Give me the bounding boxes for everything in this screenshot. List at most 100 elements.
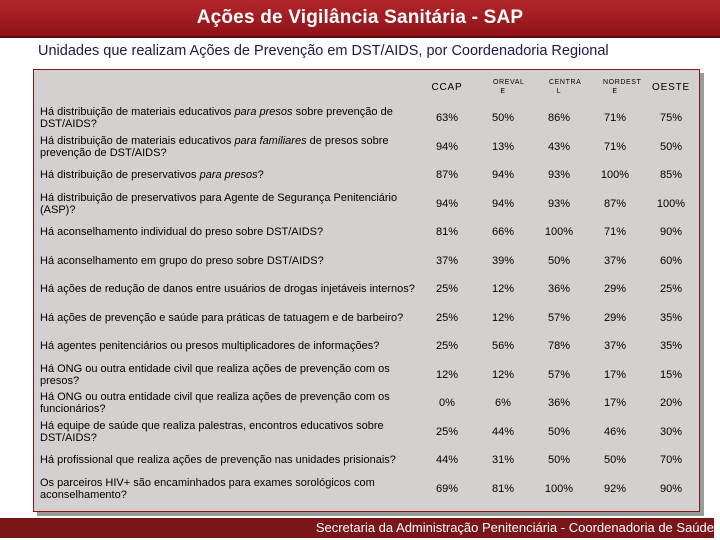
question-text: Há ações de prevenção e saúde para práti… xyxy=(40,311,404,324)
question-cell: Há aconselhamento em grupo do preso sobr… xyxy=(34,247,419,276)
value-cell: 71% xyxy=(603,112,627,125)
question-cell: Os parceiros HIV+ são encaminhados para … xyxy=(34,475,419,504)
footer-credit: Secretaria da Administração Penitenciári… xyxy=(0,518,714,538)
value-cell: 50% xyxy=(547,254,571,267)
value-cell: 25% xyxy=(435,311,459,324)
value-cell: 46% xyxy=(603,425,627,438)
value-cell: 57% xyxy=(547,368,571,381)
value-cell: 30% xyxy=(659,425,683,438)
question-text-end: ? xyxy=(257,169,264,182)
question-emphasis: para presos xyxy=(199,169,258,182)
question-cell: Há ONG ou outra entidade civil que reali… xyxy=(34,361,419,390)
question-cell: Há distribuição de materiais educativos … xyxy=(34,104,419,133)
value-cell: 12% xyxy=(491,368,515,381)
value-cell: 100% xyxy=(544,226,574,239)
question-text: Há ações de redução de danos entre usuár… xyxy=(40,283,415,296)
value-cell: 15% xyxy=(659,368,683,381)
value-cell: 25% xyxy=(435,283,459,296)
value-cell: 90% xyxy=(659,482,683,495)
table-row: Há agentes penitenciários ou presos mult… xyxy=(34,332,699,361)
value-cell: 12% xyxy=(435,368,459,381)
value-cell: 12% xyxy=(491,283,515,296)
value-cell: 75% xyxy=(659,112,683,125)
value-cell: 50% xyxy=(659,140,683,153)
page-title: Ações de Vigilância Sanitária - SAP xyxy=(0,0,720,38)
question-cell: Há agentes penitenciários ou presos mult… xyxy=(34,332,419,361)
value-cell: 50% xyxy=(547,454,571,467)
value-cell: 29% xyxy=(603,283,627,296)
value-cell: 17% xyxy=(603,397,627,410)
table-row: Há aconselhamento individual do preso so… xyxy=(34,218,699,247)
value-cell: 0% xyxy=(439,397,455,410)
table-row: Há aconselhamento em grupo do preso sobr… xyxy=(34,247,699,276)
question-text-end: de presos sobre prevenção de DST/AIDS? xyxy=(40,134,389,159)
value-cell: 25% xyxy=(659,283,683,296)
value-cell: 63% xyxy=(435,112,459,125)
value-cell: 66% xyxy=(491,226,515,239)
question-text: Há ONG ou outra entidade civil que reali… xyxy=(40,362,390,387)
value-cell: 39% xyxy=(491,254,515,267)
question-cell: Há ações de prevenção e saúde para práti… xyxy=(34,304,419,333)
table-row: Há ONG ou outra entidade civil que reali… xyxy=(34,389,699,418)
value-cell: 100% xyxy=(656,197,686,210)
question-text: Há ONG ou outra entidade civil que reali… xyxy=(40,391,390,416)
value-cell: 94% xyxy=(435,140,459,153)
value-cell: 13% xyxy=(491,140,515,153)
question-text: Há distribuição de preservativos xyxy=(40,169,200,182)
value-cell: 6% xyxy=(495,397,511,410)
value-cell: 37% xyxy=(603,340,627,353)
question-text: Os parceiros HIV+ são encaminhados para … xyxy=(40,476,375,501)
header-blank-cell xyxy=(34,70,419,104)
question-text: Há aconselhamento individual do preso so… xyxy=(40,226,324,239)
question-emphasis: para presos xyxy=(234,106,293,119)
table-row: Há distribuição de materiais educativos … xyxy=(34,133,699,162)
table-row: Há ações de redução de danos entre usuár… xyxy=(34,275,699,304)
value-cell: 31% xyxy=(491,454,515,467)
value-cell: 43% xyxy=(547,140,571,153)
column-header: OREVAL E xyxy=(493,79,525,95)
value-cell: 36% xyxy=(547,283,571,296)
value-cell: 35% xyxy=(659,340,683,353)
value-cell: 78% xyxy=(547,340,571,353)
value-cell: 94% xyxy=(491,169,515,182)
question-text: Há distribuição de preservativos para Ag… xyxy=(40,191,398,216)
value-cell: 87% xyxy=(603,197,627,210)
value-cell: 20% xyxy=(659,397,683,410)
question-text: Há profissional que realiza ações de pre… xyxy=(40,454,396,467)
question-text-end: sobre prevenção de DST/AIDS? xyxy=(40,106,393,131)
table-row: Há distribuição de preservativos para pr… xyxy=(34,161,699,190)
question-cell: Há profissional que realiza ações de pre… xyxy=(34,446,419,475)
value-cell: 50% xyxy=(547,425,571,438)
value-cell: 12% xyxy=(491,311,515,324)
column-header: OESTE xyxy=(652,81,690,93)
table-row: Há distribuição de materiais educativos … xyxy=(34,104,699,133)
value-cell: 29% xyxy=(603,311,627,324)
value-cell: 37% xyxy=(603,254,627,267)
value-cell: 87% xyxy=(435,169,459,182)
value-cell: 44% xyxy=(435,454,459,467)
value-cell: 60% xyxy=(659,254,683,267)
value-cell: 100% xyxy=(600,169,630,182)
value-cell: 81% xyxy=(435,226,459,239)
value-cell: 25% xyxy=(435,425,459,438)
value-cell: 90% xyxy=(659,226,683,239)
page-subtitle: Unidades que realizam Ações de Prevenção… xyxy=(38,43,609,59)
question-text: Há equipe de saúde que realiza palestras… xyxy=(40,419,384,444)
value-cell: 94% xyxy=(435,197,459,210)
table-row: Há ONG ou outra entidade civil que reali… xyxy=(34,361,699,390)
value-cell: 56% xyxy=(491,340,515,353)
value-cell: 57% xyxy=(547,311,571,324)
value-cell: 37% xyxy=(435,254,459,267)
value-cell: 69% xyxy=(435,482,459,495)
value-cell: 44% xyxy=(491,425,515,438)
question-cell: Há distribuição de materiais educativos … xyxy=(34,133,419,162)
value-cell: 100% xyxy=(544,482,574,495)
question-text: Há agentes penitenciários ou presos mult… xyxy=(40,340,380,353)
value-cell: 93% xyxy=(547,169,571,182)
value-cell: 25% xyxy=(435,340,459,353)
column-header: CENTRA L xyxy=(549,79,582,95)
value-cell: 50% xyxy=(491,112,515,125)
table-row: Há ações de prevenção e saúde para práti… xyxy=(34,304,699,333)
value-cell: 92% xyxy=(603,482,627,495)
value-cell: 93% xyxy=(547,197,571,210)
